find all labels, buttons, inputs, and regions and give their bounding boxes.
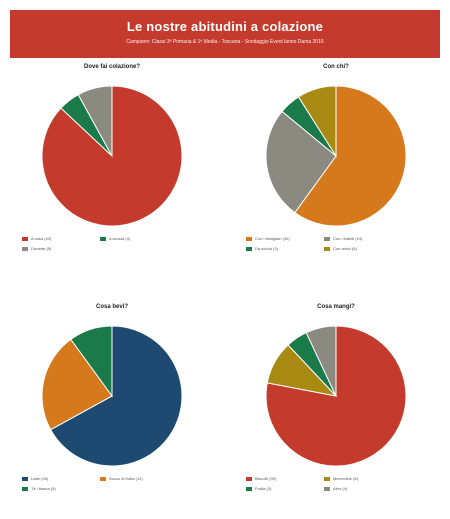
legend-item: Con i fratelli (14): [324, 236, 362, 241]
legend-label: Merendine (5): [333, 476, 358, 481]
legend-item: Succo di frutta (12): [100, 476, 143, 481]
legend-swatch: [246, 236, 252, 241]
legend-item: Durante (5): [22, 246, 51, 251]
pie-slice: [305, 325, 337, 397]
legend-swatch: [324, 476, 330, 481]
pie-slice: [70, 325, 113, 398]
legend-swatch: [22, 486, 28, 491]
pie-chart-where: [41, 85, 183, 227]
chart-title: Con chi?: [323, 64, 349, 70]
chart-panel-drink: Cosa bevi? Latte (35) Succo di frutta (12…: [12, 304, 212, 519]
page-title: Le nostre abitudini a colazione: [126, 19, 324, 34]
pie-slice: [41, 338, 113, 431]
pie-slice: [294, 85, 407, 227]
legend-label: Frutta (3): [255, 486, 272, 491]
legend-label: A casa (43): [31, 236, 52, 241]
legend-label: A scuola (4): [109, 236, 131, 241]
legend-item: A casa (43): [22, 236, 51, 241]
legend-label: Altro (4): [333, 486, 348, 491]
page-subtitle: Campione: Classi 3ª Primaria & 1ª Media …: [126, 39, 324, 45]
legend-label: Succo di frutta (12): [109, 476, 143, 481]
legend-swatch: [324, 486, 330, 491]
legend-item: Biscotti (39): [246, 476, 276, 481]
legend-swatch: [324, 236, 330, 241]
pie-slice: [265, 110, 337, 214]
pie-slice: [49, 325, 183, 467]
legend-swatch: [22, 246, 28, 251]
legend-label: Tè / tisana (5): [31, 486, 56, 491]
chart-title: Cosa mangi?: [317, 304, 355, 310]
legend-item: Frutta (3): [246, 486, 271, 491]
pie-chart-with-whom: [265, 85, 407, 227]
legend-swatch: [100, 476, 106, 481]
legend-swatch: [246, 246, 252, 251]
legend-swatch: [100, 236, 106, 241]
legend-label: Con amici (6): [333, 246, 357, 251]
legend-item: Altro (4): [324, 486, 347, 491]
legend-label: Durante (5): [31, 246, 52, 251]
chart-panel-eat: Cosa mangi? Biscotti (39) Merendine (5) Fr…: [236, 304, 436, 519]
legend-item: Merendine (5): [324, 476, 358, 481]
legend-swatch: [22, 476, 28, 481]
chart-title: Cosa bevi?: [95, 304, 128, 310]
legend-swatch: [324, 246, 330, 251]
legend-item: Con amici (6): [324, 246, 357, 251]
legend-label: Con i fratelli (14): [333, 236, 363, 241]
legend-label: Da solo/a (3): [255, 246, 278, 251]
legend-item: Latte (35): [22, 476, 48, 481]
legend-label: Latte (35): [31, 476, 49, 481]
pie-slice: [77, 85, 113, 157]
legend-item: Da solo/a (3): [246, 246, 278, 251]
legend-swatch: [22, 236, 28, 241]
legend-swatch: [246, 476, 252, 481]
legend-label: Con i famigliari (30): [255, 236, 290, 241]
header-banner: Le nostre abitudini a colazione Campione…: [10, 10, 440, 58]
legend-swatch: [246, 486, 252, 491]
pie-chart-eat: [265, 325, 407, 467]
pie-slice: [297, 85, 337, 158]
legend-item: Tè / tisana (5): [22, 486, 56, 491]
legend-item: Con i famigliari (30): [246, 236, 290, 241]
legend-label: Biscotti (39): [255, 476, 277, 481]
legend-item: A scuola (4): [100, 236, 130, 241]
chart-title: Dove fai colazione?: [83, 64, 140, 70]
pie-chart-drink: [41, 325, 183, 467]
chart-panel-where: Dove fai colazione? A casa (43) A scuola …: [12, 64, 212, 279]
chart-panel-with-whom: Con chi? Con i famigliari (30) Con i frat…: [236, 64, 436, 279]
